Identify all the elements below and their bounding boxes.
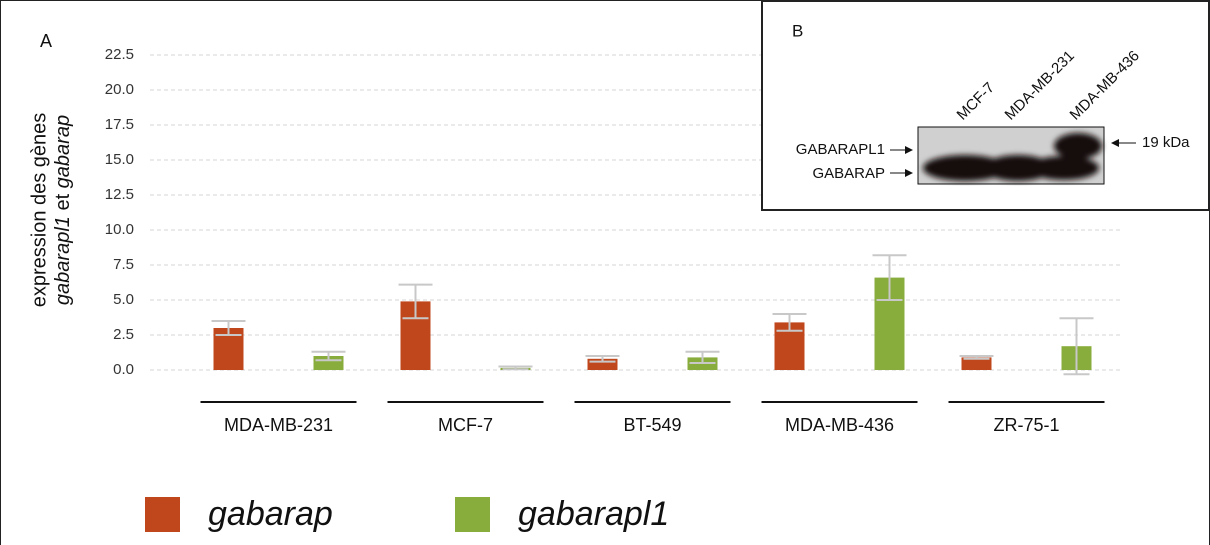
y-axis-title-part: gabarapl1 [52,216,74,305]
y-tick-label: 5.0 [113,291,134,308]
y-axis-title-part: et [52,188,74,216]
y-tick-label: 15.0 [105,151,134,168]
band-label: GABARAPL1 [796,141,885,158]
x-tick-label: BT-549 [623,415,681,435]
bar [587,358,618,370]
panel-label: B [792,21,803,40]
x-tick-label: MDA-MB-231 [224,415,333,435]
legend-label: gabarap [208,495,333,533]
y-axis-title-part: gabarap [52,115,74,188]
legend-swatch [455,497,490,532]
x-tick-label: MDA-MB-436 [785,415,894,435]
blot-bands [923,133,1102,181]
y-tick-label: 20.0 [105,81,134,98]
legend-swatch [145,497,180,532]
y-tick-label: 22.5 [105,46,134,63]
y-tick-label: 12.5 [105,186,134,203]
y-tick-label: 17.5 [105,116,134,133]
x-tick-label: ZR-75-1 [993,415,1059,435]
inset-panel: B MCF-7 MDA-MB-231 MDA-MB-436 GABARAPL1 … [761,0,1210,211]
marker-label: 19 kDa [1142,134,1190,151]
y-tick-label: 2.5 [113,326,134,343]
y-tick-label: 10.0 [105,221,134,238]
band-label: GABARAP [812,165,885,182]
y-tick-label: 7.5 [113,256,134,273]
y-tick-label: 0.0 [113,361,134,378]
x-tick-label: MCF-7 [438,415,493,435]
y-axis-title: gabarapl1 et gabarap [52,115,74,305]
panel-label: A [40,31,52,51]
bar [961,357,992,370]
legend-label: gabarapl1 [518,495,669,533]
y-axis-title: expression des gènes [28,113,50,308]
